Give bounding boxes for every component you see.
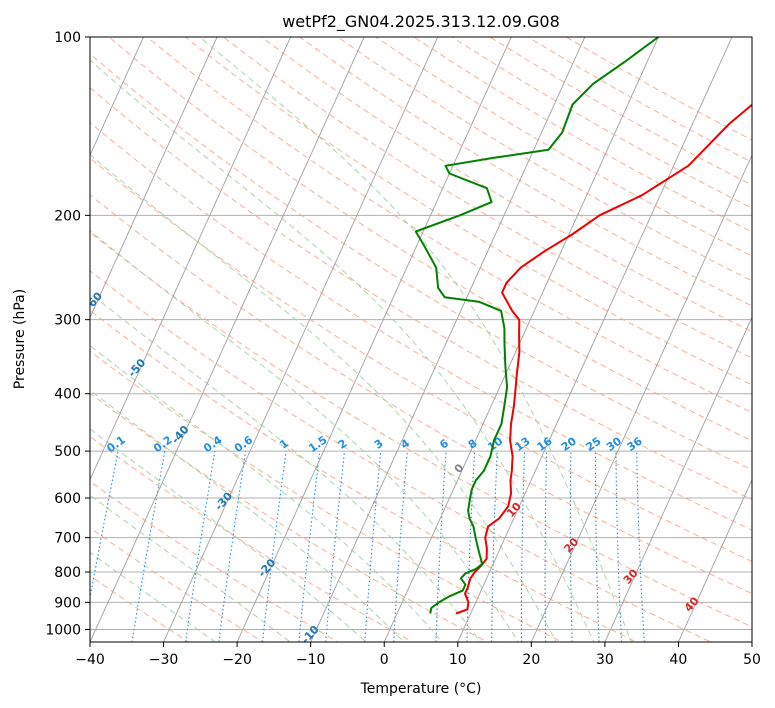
moist-adiabats — [90, 37, 633, 642]
x-tick-label: 20 — [522, 652, 540, 668]
isotherm — [604, 316, 752, 642]
y-tick-label: 100 — [54, 30, 81, 46]
dewpoint-line — [414, 37, 659, 614]
y-axis-label: Pressure (hPa) — [12, 289, 28, 389]
mixing-ratio-line — [185, 451, 216, 642]
moist-adiabat — [90, 292, 482, 642]
isotherm — [90, 37, 365, 642]
mixing-ratio-line — [218, 451, 247, 642]
x-tick-label: 40 — [670, 652, 688, 668]
mixing-ratio-line — [636, 451, 645, 642]
x-axis-ticks: −40 −30 −20 −10 0 10 20 30 40 50 — [75, 642, 761, 668]
x-tick-label: −30 — [149, 652, 179, 668]
mixing-ratio-line — [131, 451, 166, 642]
sounding-series — [414, 37, 752, 615]
isotherm — [457, 37, 733, 642]
isotherm — [90, 37, 218, 319]
dry-adiabat — [90, 52, 752, 471]
x-tick-label: −40 — [75, 652, 105, 668]
isotherm — [90, 37, 144, 157]
dry-adiabat — [108, 37, 752, 442]
mixing-ratio-line — [261, 451, 287, 642]
isotherm — [310, 37, 586, 642]
mixing-ratio-line — [298, 451, 321, 642]
y-axis-ticks: 100 200 300 400 500 600 700 800 900 1000 — [45, 30, 90, 638]
dry-adiabat — [90, 527, 265, 642]
x-tick-label: 50 — [743, 652, 761, 668]
y-tick-label: 800 — [54, 565, 81, 581]
y-tick-label: 200 — [54, 208, 81, 224]
mixing-ratio-line — [544, 451, 548, 642]
x-tick-label: −10 — [296, 652, 326, 668]
isotherm — [383, 37, 659, 642]
grid-lines — [90, 37, 752, 630]
dry-adiabat — [298, 37, 752, 307]
temperature-line — [455, 103, 752, 615]
moist-adiabat — [199, 37, 633, 642]
mixing-ratio-line — [569, 451, 573, 642]
mixing-ratio-line — [325, 451, 346, 642]
dry-adiabat — [184, 37, 752, 386]
isotherm — [530, 153, 752, 642]
x-tick-label: 30 — [596, 652, 614, 668]
moist-adiabat — [90, 344, 443, 642]
dry-adiabat — [90, 194, 752, 595]
mixing-ratio-line — [466, 451, 476, 642]
plot-frame — [89, 36, 753, 643]
mixing-ratio-line — [594, 451, 600, 642]
isotherm — [90, 37, 292, 481]
isotherm — [236, 37, 512, 642]
y-tick-label: 600 — [54, 491, 81, 507]
mixing-ratio-line — [435, 451, 447, 642]
isotherms — [0, 10, 752, 654]
y-tick-label: 900 — [54, 595, 81, 611]
x-tick-label: −20 — [222, 652, 252, 668]
isotherm — [677, 478, 752, 642]
mixing-ratio-line — [615, 451, 623, 642]
chart-title: wetPf2_GN04.2025.313.12.09.G08 — [282, 12, 560, 32]
x-tick-label: 10 — [449, 652, 467, 668]
y-tick-label: 300 — [54, 313, 81, 329]
isotherm — [0, 10, 9, 654]
isotherm — [163, 37, 439, 642]
dry-adiabat — [90, 87, 752, 501]
x-axis-label: Temperature (°C) — [360, 681, 482, 697]
mixing-ratio-line — [491, 451, 498, 642]
x-tick-label: 0 — [380, 652, 389, 668]
dry-adiabat — [90, 350, 563, 642]
moist-adiabat — [90, 59, 595, 642]
dry-adiabat — [90, 480, 339, 642]
y-tick-label: 700 — [54, 531, 81, 547]
y-tick-label: 1000 — [45, 622, 81, 638]
y-tick-label: 500 — [54, 444, 81, 460]
isotherm-label: -80 — [0, 156, 19, 180]
dry-adiabat — [90, 121, 752, 531]
moist-adiabat — [90, 230, 520, 642]
moist-adiabat — [90, 428, 367, 642]
plot-area — [90, 37, 752, 642]
dry-adiabat — [90, 435, 414, 642]
dry-adiabat — [90, 231, 752, 628]
y-tick-label: 400 — [54, 387, 81, 403]
mixing-ratio-line — [393, 451, 408, 642]
dry-adiabat — [222, 37, 752, 359]
moist-adiabat — [90, 154, 557, 642]
isotherm-label: -70 — [39, 223, 62, 247]
